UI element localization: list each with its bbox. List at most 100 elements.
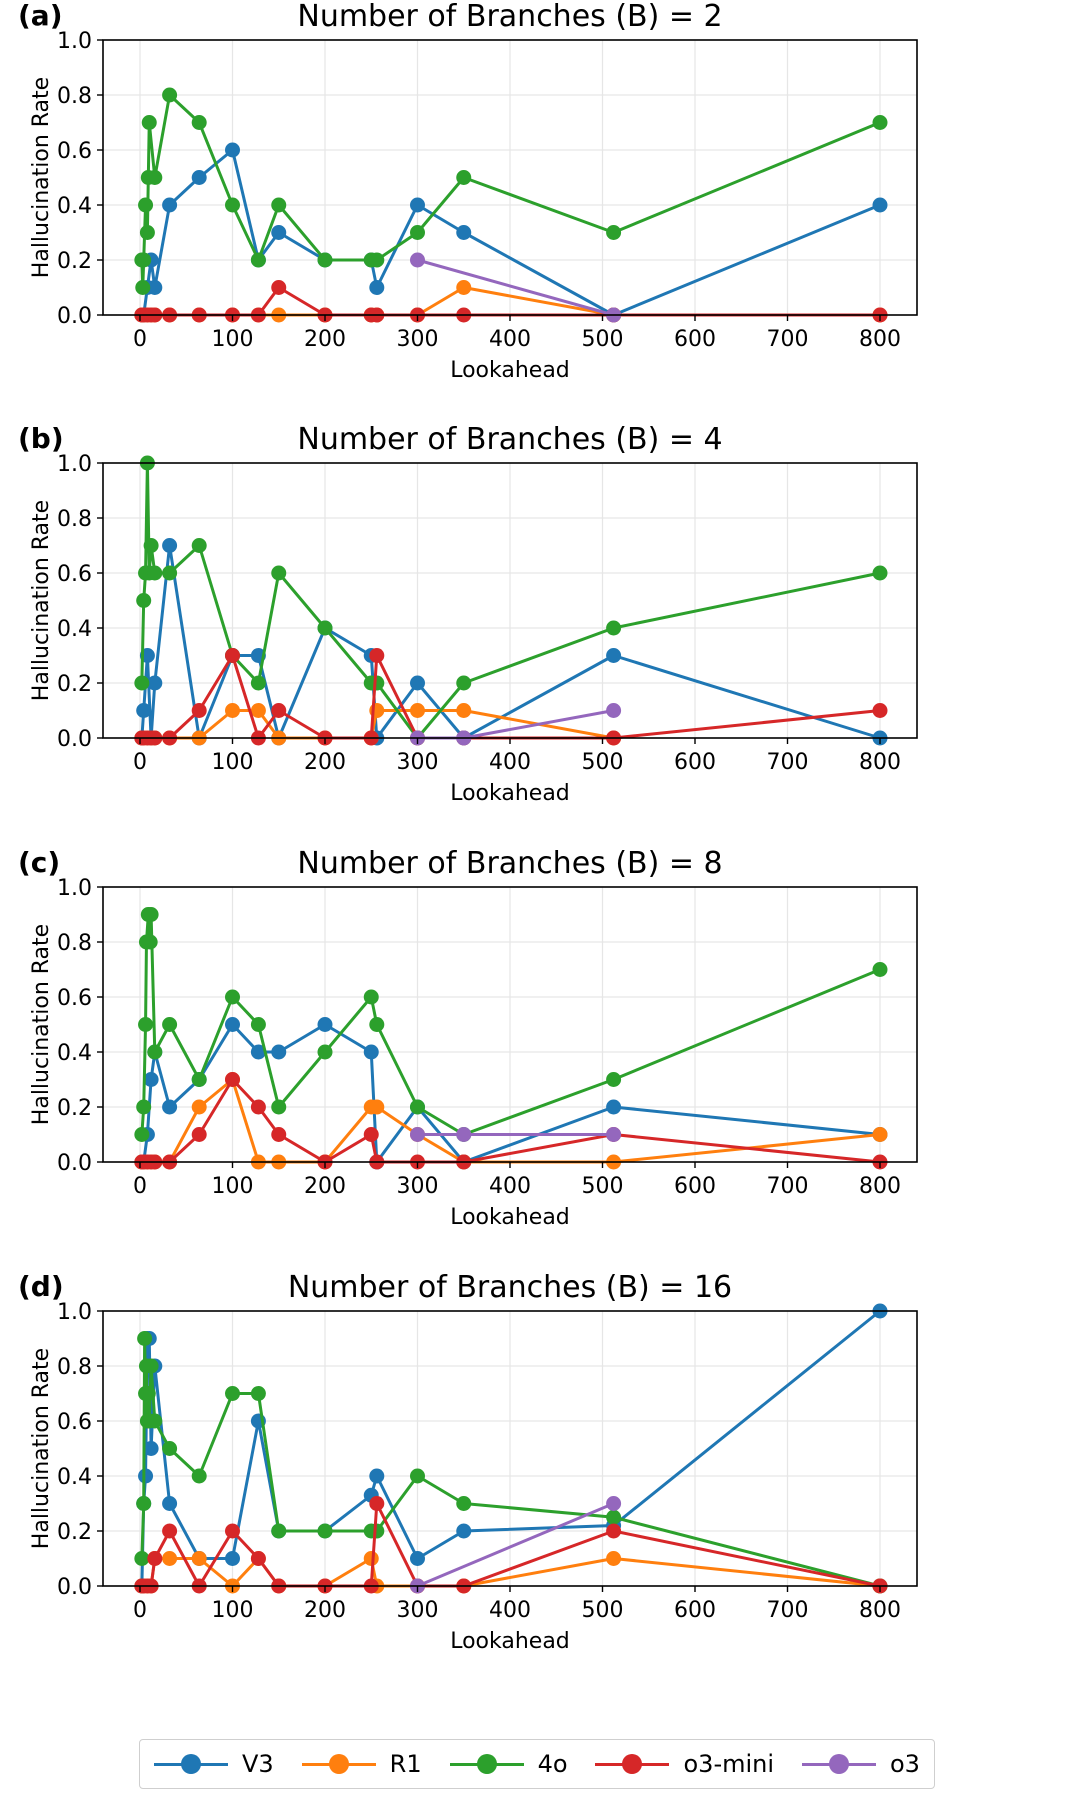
x-tick-label: 400 (489, 1174, 531, 1199)
legend-swatch-o3 (802, 1754, 876, 1774)
x-axis-label: Lookahead (450, 1205, 570, 1230)
data-point-4o (606, 620, 622, 636)
data-point-v3 (191, 170, 207, 185)
legend-item-o3: o3 (802, 1750, 920, 1778)
data-point-o3-mini (271, 1127, 287, 1142)
legend-item-4o: 4o (449, 1750, 568, 1778)
data-point-o3-mini (225, 1072, 240, 1087)
y-tick-label: 0.2 (57, 249, 92, 274)
data-point-4o (162, 1017, 178, 1032)
y-axis-label: Hallucination Rate (29, 1348, 54, 1549)
y-tick-label: 0.6 (57, 986, 92, 1011)
series-line-o3 (417, 258, 615, 317)
x-tick-label: 700 (767, 327, 809, 352)
data-point-o3-mini (147, 1551, 163, 1566)
x-tick-label: 600 (674, 750, 716, 775)
y-tick-label: 0.4 (57, 617, 92, 642)
y-tick-label: 0.2 (57, 672, 92, 697)
panel-label: (d) (18, 1270, 64, 1303)
y-tick-label: 1.0 (57, 1300, 92, 1325)
data-point-4o (134, 675, 150, 691)
data-point-4o (225, 1386, 240, 1401)
data-point-o3 (410, 1127, 425, 1142)
data-point-o3-mini (271, 280, 287, 295)
y-tick-label: 0.2 (57, 1096, 92, 1121)
series-line-v3 (140, 1309, 881, 1587)
data-point-4o (140, 1386, 156, 1401)
data-point-o3-mini (250, 1551, 266, 1566)
data-point-4o (191, 538, 207, 553)
data-point-r1 (162, 1551, 178, 1566)
data-point-4o (456, 675, 472, 691)
data-point-v3 (143, 1072, 159, 1087)
x-tick-label: 200 (304, 1598, 346, 1623)
data-point-4o (271, 1099, 287, 1115)
legend-item-o3-mini: o3-mini (595, 1750, 774, 1778)
data-point-o3-mini (250, 1099, 266, 1115)
data-point-r1 (872, 1127, 888, 1142)
data-point-4o (134, 1127, 150, 1142)
data-point-o3-mini (225, 1523, 240, 1539)
data-point-4o (317, 620, 333, 636)
y-tick-label: 1.0 (57, 452, 92, 477)
data-point-4o (136, 252, 152, 268)
x-tick-label: 0 (133, 1174, 147, 1199)
x-tick-label: 700 (767, 750, 809, 775)
data-point-4o (456, 1496, 472, 1511)
x-tick-label: 400 (489, 750, 531, 775)
x-tick-label: 500 (582, 1174, 624, 1199)
data-point-4o (410, 1099, 425, 1115)
data-point-v3 (410, 197, 425, 213)
y-tick-label: 0.6 (57, 562, 92, 587)
x-tick-label: 100 (212, 327, 254, 352)
data-point-4o (143, 1358, 159, 1374)
legend: V3 R1 4o o3-mini o3 (139, 1739, 935, 1789)
data-point-v3 (872, 197, 888, 213)
legend-item-r1: R1 (301, 1750, 422, 1778)
data-point-4o (250, 1017, 266, 1032)
data-point-4o (606, 1072, 622, 1087)
series-line-o3-mini (141, 1078, 881, 1164)
data-point-4o (191, 115, 207, 130)
data-point-v3 (410, 675, 425, 691)
panel-label: (b) (18, 422, 64, 455)
data-point-v3 (271, 225, 287, 240)
x-tick-label: 800 (859, 327, 901, 352)
data-point-4o (135, 280, 151, 295)
data-point-v3 (138, 1468, 154, 1484)
data-point-r1 (606, 1551, 622, 1566)
x-tick-label: 700 (767, 1598, 809, 1623)
data-point-v3 (317, 1017, 333, 1032)
y-tick-label: 0.8 (57, 507, 92, 532)
legend-label-4o: 4o (537, 1750, 568, 1778)
data-point-o3-mini (369, 1496, 385, 1511)
chart-title: Number of Branches (B) = 4 (297, 422, 722, 457)
data-point-o3 (456, 1127, 472, 1142)
data-point-v3 (162, 1496, 178, 1511)
legend-label-o3-mini: o3-mini (683, 1750, 775, 1778)
x-axis-label: Lookahead (450, 358, 570, 383)
x-tick-label: 0 (133, 750, 147, 775)
data-point-4o (139, 225, 155, 240)
data-point-4o (147, 1413, 163, 1429)
legend-swatch-4o (449, 1754, 524, 1774)
y-tick-label: 1.0 (57, 876, 92, 901)
series-line-o3-mini (141, 654, 881, 740)
y-axis-label: Hallucination Rate (29, 500, 54, 701)
y-tick-label: 0.4 (57, 1465, 92, 1490)
x-tick-label: 500 (582, 1598, 624, 1623)
y-tick-label: 0.4 (57, 194, 92, 219)
data-point-r1 (225, 703, 240, 718)
data-point-4o (225, 989, 240, 1005)
chart-title: Number of Branches (B) = 16 (288, 1270, 732, 1305)
data-point-o3-mini (191, 1127, 207, 1142)
data-point-4o (363, 989, 379, 1005)
y-tick-label: 0.2 (57, 1520, 92, 1545)
data-point-v3 (147, 675, 163, 691)
data-point-v3 (369, 280, 385, 295)
data-point-4o (317, 1044, 333, 1060)
data-point-v3 (606, 1099, 622, 1115)
x-tick-label: 300 (397, 750, 439, 775)
data-point-4o (369, 1523, 385, 1539)
data-point-4o (872, 115, 888, 130)
